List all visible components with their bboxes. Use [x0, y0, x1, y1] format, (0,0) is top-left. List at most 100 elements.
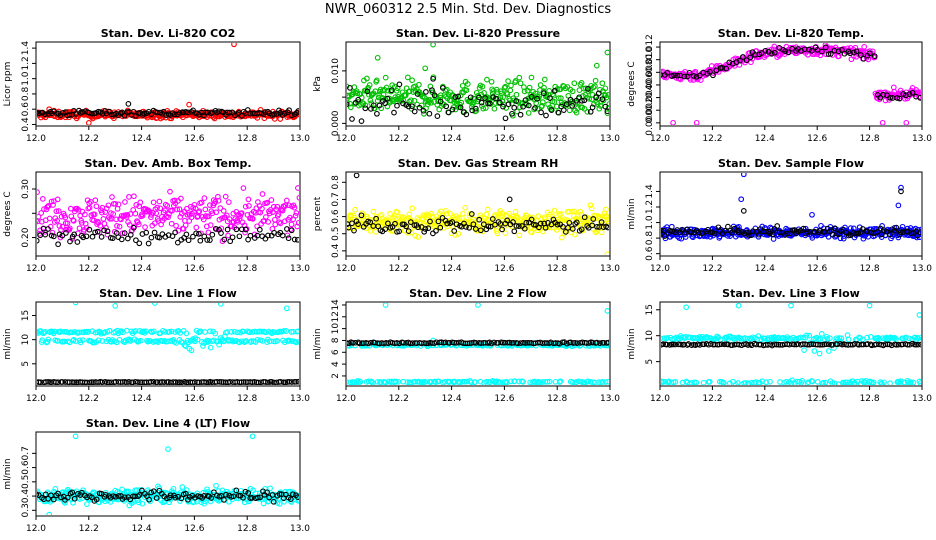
data-point [288, 112, 295, 119]
data-point [476, 216, 483, 223]
data-point [788, 380, 795, 385]
data-point [552, 340, 559, 346]
data-point [767, 230, 773, 237]
data-point [351, 227, 357, 234]
panel-line1: Stan. Dev. Line 1 Flow ml/min 12.0 12.2 12.4… [3, 287, 310, 404]
data-point [362, 102, 369, 109]
data-point [172, 379, 179, 385]
data-point [95, 337, 102, 344]
data-point [502, 115, 509, 122]
y-tick-label: 8 [331, 337, 341, 343]
data-point [249, 433, 256, 440]
x-tick-label: 12.8 [860, 264, 880, 274]
data-point [417, 343, 424, 349]
data-point [139, 500, 146, 507]
data-point [119, 230, 126, 237]
data-point [193, 224, 200, 231]
data-point [45, 495, 52, 502]
data-point [39, 337, 46, 344]
data-point [603, 213, 609, 219]
data-point [165, 214, 171, 221]
data-point [63, 230, 69, 236]
page-title: NWR_060312 2.5 Min. Std. Dev. Diagnostic… [324, 2, 612, 17]
data-point [421, 228, 428, 235]
data-point [71, 231, 78, 238]
data-point [593, 62, 600, 69]
data-point [672, 341, 679, 348]
data-point [521, 88, 528, 95]
y-tick-label: 0.012 [645, 34, 655, 60]
data-point [170, 485, 177, 492]
data-point [514, 108, 520, 115]
data-point [70, 337, 76, 344]
data-point [801, 347, 807, 353]
data-point [117, 329, 124, 335]
data-point [374, 378, 381, 385]
panel-title: Stan. Dev. Gas Stream RH [398, 157, 559, 170]
data-point [293, 339, 299, 346]
data-point [423, 340, 430, 347]
data-point [240, 379, 247, 385]
data-point [405, 103, 412, 110]
data-point [525, 110, 532, 116]
y-tick-label: 15 [645, 304, 655, 315]
data-point [895, 234, 902, 241]
plot-frame [35, 301, 301, 387]
data-point [605, 339, 609, 346]
data-point [818, 331, 825, 337]
data-point [407, 219, 414, 225]
data-point [685, 341, 692, 347]
y-tick-label: 0.4 [21, 117, 31, 132]
data-point [909, 89, 916, 96]
data-point [207, 222, 214, 228]
data-point [249, 216, 256, 222]
y-tick-label: 0.000 [331, 110, 341, 136]
data-point [546, 88, 553, 94]
data-point [484, 76, 490, 83]
data-points [347, 43, 609, 124]
data-point [89, 233, 96, 240]
data-point [182, 222, 189, 229]
data-point [664, 69, 671, 76]
data-point [293, 210, 299, 216]
data-point [820, 379, 827, 385]
data-point [167, 188, 173, 195]
data-point [38, 210, 45, 216]
data-point [534, 95, 540, 102]
data-point [416, 104, 423, 111]
data-point [394, 340, 400, 346]
data-point [353, 173, 360, 179]
data-point [57, 328, 64, 335]
data-point [447, 210, 454, 217]
data-point [257, 494, 263, 501]
data-point [883, 228, 890, 235]
data-point [808, 48, 815, 54]
data-point [175, 493, 182, 500]
data-point [48, 492, 54, 499]
data-point [70, 217, 76, 223]
data-point [125, 101, 132, 107]
data-point [773, 341, 780, 348]
data-point [196, 231, 202, 237]
y-tick-label: 14 [331, 299, 341, 311]
data-point [540, 228, 546, 235]
data-point [79, 337, 86, 343]
data-point [201, 500, 207, 507]
data-point [558, 103, 565, 110]
data-point [202, 329, 208, 335]
data-point [78, 489, 85, 496]
data-point [156, 485, 163, 492]
x-tick-label: 12.2 [389, 394, 409, 404]
data-point [499, 210, 506, 217]
data-point [296, 194, 299, 201]
data-point [492, 221, 498, 228]
x-tick-label: 12.8 [547, 264, 567, 274]
data-point [74, 239, 81, 245]
data-point [520, 103, 526, 110]
data-point [39, 196, 46, 202]
panel-rh: Stan. Dev. Gas Stream RH percent 12.0 12.2 1… [313, 157, 620, 274]
data-point [437, 94, 444, 101]
data-point [416, 81, 422, 88]
data-point [242, 226, 249, 233]
data-point [188, 214, 195, 221]
